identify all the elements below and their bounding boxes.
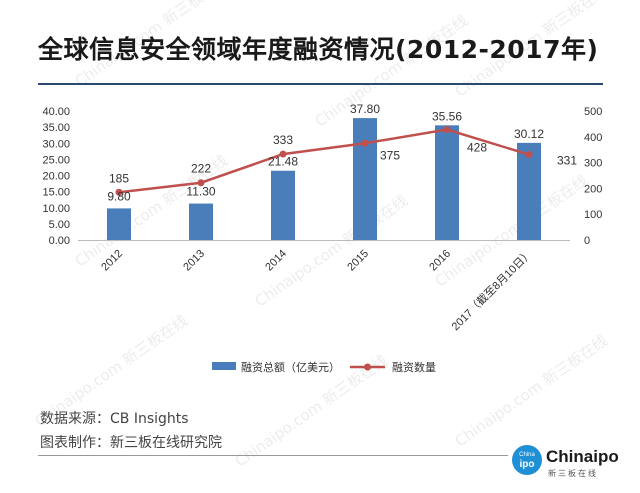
- logo-sub: 新三板在线: [548, 468, 598, 478]
- series-line: [118, 128, 530, 194]
- data-source: 数据来源：CB Insights: [40, 411, 189, 427]
- line-data-label: 375: [380, 148, 400, 162]
- bar: [353, 118, 377, 240]
- chart-maker: 图表制作：新三板在线研究院: [40, 435, 222, 451]
- bar-data-label: 9.80: [107, 189, 131, 203]
- bar: [517, 142, 541, 240]
- bar-data-label: 21.48: [268, 155, 298, 169]
- line-point: [361, 139, 369, 147]
- x-axis-tick-label: 2016: [427, 248, 453, 274]
- bar: [271, 170, 295, 240]
- line-point: [279, 150, 287, 158]
- x-axis-tick-label: 2013: [181, 248, 207, 274]
- combo-chart: 0.00 5.00 10.00 15.00 20.00 25.00 30.00 35.00 40…: [42, 102, 602, 374]
- left-axis-tick-label: 5.00: [49, 219, 70, 231]
- x-axis-tick-label: 2012: [99, 248, 125, 274]
- line-data-label: 428: [467, 141, 487, 155]
- line-data-label: 222: [191, 162, 211, 176]
- line-data-label: 331: [557, 154, 577, 168]
- legend-swatch-point: [364, 363, 371, 371]
- bar: [189, 203, 213, 240]
- x-axis-tick-label: 2015: [345, 248, 371, 274]
- footer-divider: [38, 455, 508, 456]
- x-axis-tick-label: 2014: [263, 248, 289, 274]
- left-axis-tick-label: 30.00: [42, 138, 70, 150]
- line-data-label: 333: [273, 133, 293, 147]
- logo-badge-icon: [512, 445, 542, 475]
- right-axis-tick-label: 500: [584, 106, 602, 118]
- line-data-label: 185: [109, 171, 129, 185]
- left-axis-tick-label: 25.00: [42, 154, 70, 166]
- logo-badge-top: China: [519, 452, 535, 458]
- right-axis-tick-label: 0: [584, 235, 590, 247]
- legend-label-bar: 融资总额（亿美元）: [241, 360, 340, 374]
- left-axis-tick-label: 20.00: [42, 171, 70, 183]
- bar-data-label: 35.56: [432, 109, 462, 123]
- bar-data-label: 11.30: [186, 185, 215, 199]
- line-point: [115, 188, 123, 196]
- bar-data-label: 30.12: [514, 127, 544, 141]
- bar-data-label: 37.80: [350, 102, 380, 116]
- page-title: 全球信息安全领域年度融资情况(2012-2017年): [38, 35, 599, 64]
- x-axis-tick-label: 2017（截至8月10日）: [448, 246, 535, 333]
- left-axis-tick-label: 35.00: [42, 122, 70, 134]
- line-point: [443, 126, 451, 134]
- legend-swatch-bar: [212, 362, 236, 370]
- line-point: [197, 179, 205, 187]
- left-axis-tick-label: 0.00: [49, 235, 70, 247]
- right-axis-tick-label: 400: [584, 132, 602, 144]
- left-axis-tick-label: 15.00: [42, 187, 70, 199]
- line-point: [525, 151, 533, 159]
- logo-brand: Chinaipo: [546, 447, 619, 466]
- left-axis-tick-label: 40.00: [42, 106, 70, 118]
- title-divider: [38, 83, 603, 85]
- right-axis-tick-label: 300: [584, 158, 602, 170]
- bar: [435, 125, 459, 240]
- logo-badge-bottom: ipo: [520, 459, 535, 470]
- right-axis-tick-label: 100: [584, 209, 602, 221]
- legend-label-line: 融资数量: [392, 361, 436, 374]
- right-axis-tick-label: 200: [584, 183, 602, 195]
- left-axis-tick-label: 10.00: [42, 203, 70, 215]
- chinaipo-logo: China ipo Chinaipo 新三板在线: [512, 445, 619, 478]
- bar: [107, 208, 131, 240]
